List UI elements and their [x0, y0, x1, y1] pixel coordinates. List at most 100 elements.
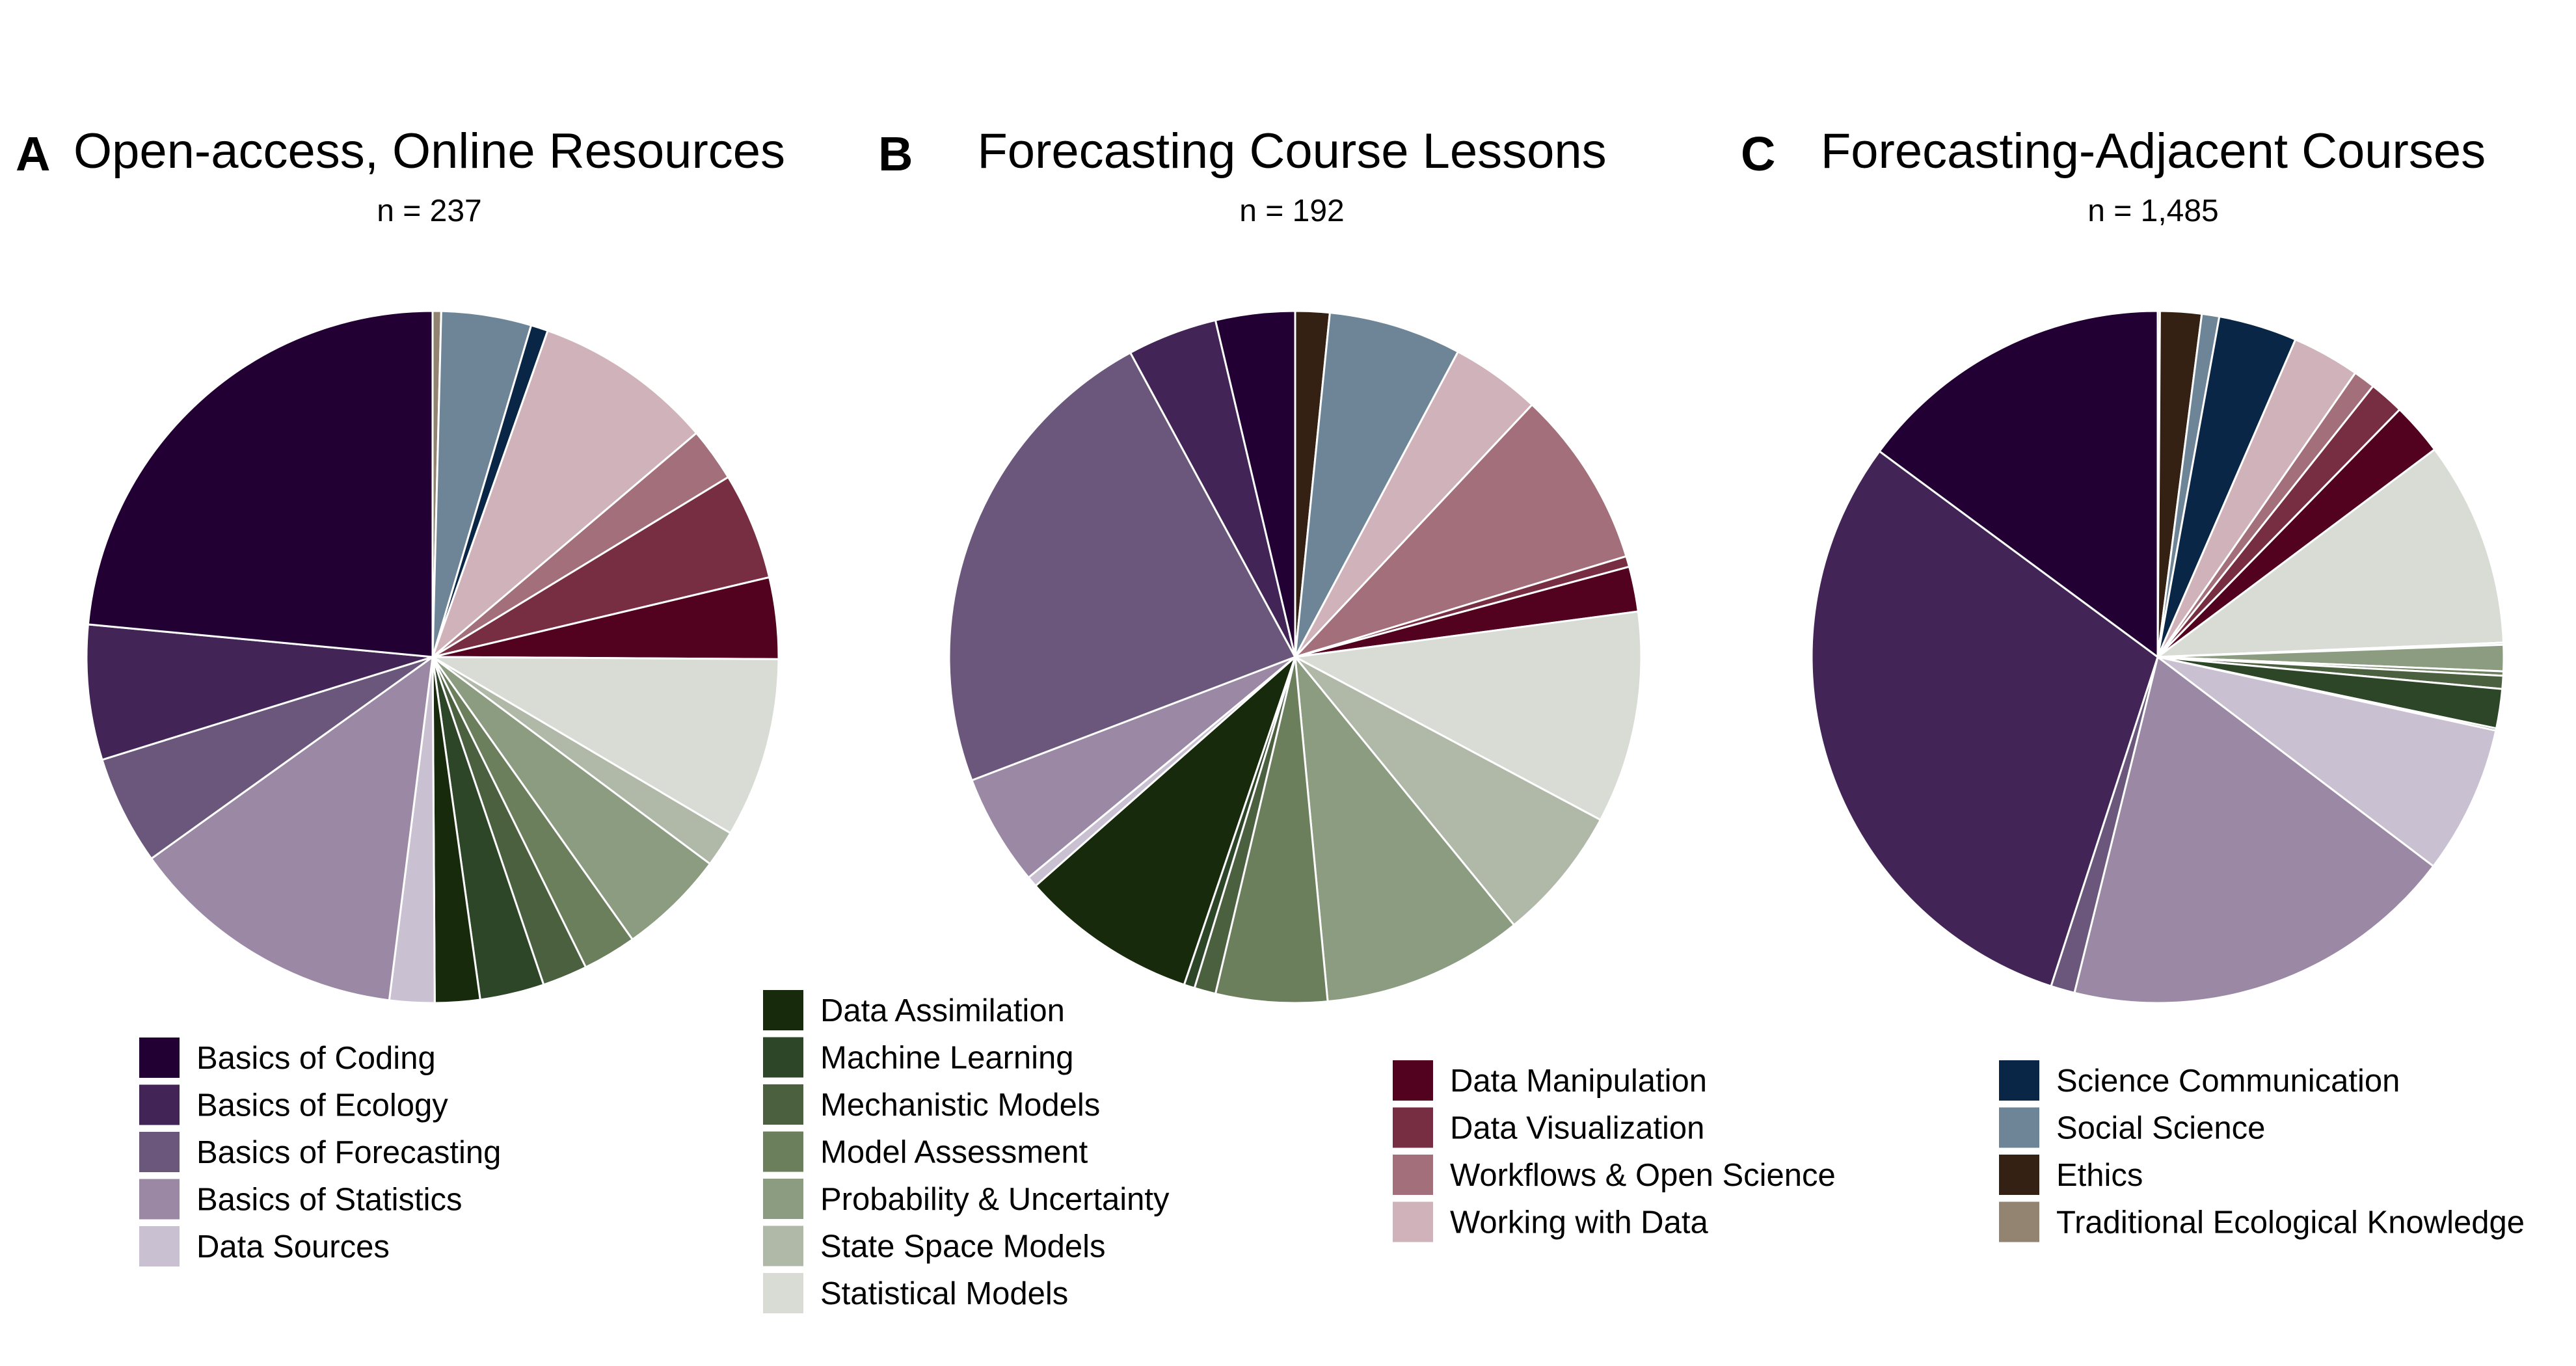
pie-slice-social-science	[1294, 312, 1460, 658]
pie-slice-basics-of-coding	[1214, 310, 1296, 658]
legend-item-workflows-and-open-science: Workflows & Open Science	[1393, 1155, 1836, 1195]
legend-item-basics-of-statistics: Basics of Statistics	[139, 1179, 462, 1220]
legend-label: Statistical Models	[820, 1276, 1068, 1311]
panel-b-letter: B	[878, 127, 913, 181]
legend-item-data-visualization: Data Visualization	[1393, 1107, 1704, 1148]
legend-group-human-dimensions: Science Communication Social Science Ethic…	[1999, 1060, 2525, 1242]
legend-item-statistical-models: Statistical Models	[763, 1273, 1068, 1313]
legend-label: Data Manipulation	[1450, 1064, 1707, 1099]
legend-label: Basics of Forecasting	[196, 1135, 501, 1170]
pie-slice-basics-of-statistics	[2073, 655, 2435, 1004]
legend-group-data: Data Manipulation Data Visualization Workf…	[1393, 1060, 1836, 1242]
legend-label: Traditional Ecological Knowledge	[2056, 1205, 2525, 1240]
legend-swatch	[763, 1273, 803, 1313]
panel-c-title: Forecasting-Adjacent Courses	[1821, 124, 2486, 179]
legend-item-data-assimilation: Data Assimilation	[763, 990, 1065, 1030]
legend-swatch	[139, 1226, 180, 1266]
legend-item-science-communication: Science Communication	[1999, 1060, 2400, 1101]
legend-swatch	[763, 1225, 803, 1266]
pie-slice-statistical-models	[2154, 448, 2505, 658]
legend-item-working-with-data: Working with Data	[1393, 1201, 1708, 1242]
legend-swatch	[1393, 1060, 1433, 1101]
legend-swatch	[763, 1084, 803, 1125]
legend-item-basics-of-ecology: Basics of Ecology	[139, 1084, 448, 1125]
legend-label: Machine Learning	[820, 1041, 1074, 1076]
pie-slice-basics-of-ecology	[85, 623, 433, 761]
legend-swatch	[763, 1179, 803, 1219]
legend-swatch	[1999, 1060, 2039, 1101]
pie-slice-probability-and-uncertainty	[431, 656, 712, 941]
pie-slice-basics-of-coding	[87, 310, 434, 658]
legend-swatch	[1393, 1155, 1433, 1195]
legend-label: Science Communication	[2056, 1064, 2400, 1099]
legend-swatch	[1999, 1107, 2039, 1148]
legend-label: Probability & Uncertainty	[820, 1182, 1170, 1217]
legend-label: Workflows & Open Science	[1450, 1158, 1836, 1193]
legend-item-social-science: Social Science	[1999, 1107, 2265, 1148]
legend-item-probability-and-uncertainty: Probability & Uncertainty	[763, 1179, 1170, 1219]
pie-slice-statistical-models	[429, 656, 780, 835]
pie-slice-model-assessment	[1214, 656, 1329, 1004]
legend-swatch	[1393, 1201, 1433, 1242]
pie-slice-basics-of-coding	[1878, 310, 2159, 659]
legend-label: Basics of Statistics	[196, 1183, 462, 1218]
pie-slice-workflows-and-open-science	[1292, 403, 1628, 660]
legend-label: Basics of Ecology	[196, 1088, 448, 1123]
legend-item-ethics: Ethics	[1999, 1155, 2143, 1195]
legend-label: Ethics	[2056, 1158, 2143, 1193]
legend-item-basics-of-coding: Basics of Coding	[139, 1038, 436, 1078]
pie-slice-basics-of-statistics	[971, 656, 1296, 879]
legend-swatch	[139, 1038, 180, 1078]
legend-swatch	[1999, 1201, 2039, 1242]
legend-item-model-assessment: Model Assessment	[763, 1131, 1088, 1172]
pie-slice-data-sources	[2157, 656, 2497, 868]
legend-item-traditional-ecological-knowledge: Traditional Ecological Knowledge	[1999, 1201, 2525, 1242]
legend-swatch	[763, 1131, 803, 1172]
pie-slice-data-assimilation	[1034, 654, 1298, 986]
legend-item-mechanistic-models: Mechanistic Models	[763, 1084, 1100, 1125]
pie-slice-state-space-models	[1294, 656, 1602, 927]
legend-label: Model Assessment	[820, 1135, 1088, 1170]
pie-slice-statistical-models	[1292, 610, 1643, 822]
legend-swatch	[763, 990, 803, 1030]
legend-label: Data Assimilation	[820, 993, 1065, 1028]
panel-b-subtitle: n = 192	[1239, 194, 1344, 228]
legend-item-basics-of-forecasting: Basics of Forecasting	[139, 1132, 501, 1172]
panel-c-letter: C	[1741, 127, 1775, 181]
pie-slice-working-with-data	[430, 329, 698, 660]
legend-label: Social Science	[2056, 1111, 2265, 1146]
panel-c-subtitle: n = 1,485	[2087, 194, 2219, 228]
pie-slice-basics-of-forecasting	[101, 656, 433, 861]
legend-label: Basics of Coding	[196, 1041, 436, 1076]
panel-a-header: A Open-access, Online Resources n = 237	[16, 124, 785, 228]
legend-label: State Space Models	[820, 1229, 1106, 1265]
legend-swatch	[139, 1132, 180, 1172]
legend-label: Data Visualization	[1450, 1111, 1704, 1146]
pie-slice-probability-and-uncertainty	[1294, 654, 1516, 1003]
pie-chart-a	[85, 310, 780, 1004]
panel-b-title: Forecasting Course Lessons	[977, 124, 1606, 179]
pie-chart-b	[948, 310, 1643, 1004]
legend-label: Mechanistic Models	[820, 1088, 1100, 1123]
legend-group-models: Data Assimilation Machine Learning Mechani…	[763, 990, 1170, 1313]
legend-group-basics: Basics of Coding Basics of Ecology Basics …	[139, 1038, 501, 1266]
panel-b-header: B Forecasting Course Lessons n = 192	[878, 124, 1607, 228]
panel-a-letter: A	[16, 127, 50, 181]
legend-label: Data Sources	[196, 1229, 390, 1265]
legend-swatch	[1393, 1107, 1433, 1148]
pie-slice-basics-of-forecasting	[948, 351, 1297, 782]
pie-slice-basics-of-statistics	[150, 654, 434, 1002]
legend-item-data-manipulation: Data Manipulation	[1393, 1060, 1707, 1101]
legend-item-machine-learning: Machine Learning	[763, 1037, 1074, 1078]
legend-swatch	[139, 1084, 180, 1125]
panel-a-subtitle: n = 237	[377, 194, 481, 228]
panel-c-header: C Forecasting-Adjacent Courses n = 1,485	[1741, 124, 2486, 228]
legend-item-state-space-models: State Space Models	[763, 1225, 1106, 1266]
pie-slice-basics-of-ecology	[1810, 449, 2159, 987]
panel-a-title: Open-access, Online Resources	[74, 124, 785, 179]
pie-slice-data-visualization	[432, 475, 771, 658]
legend-swatch	[1999, 1155, 2039, 1195]
legend-item-data-sources: Data Sources	[139, 1226, 390, 1266]
legend-swatch	[763, 1037, 803, 1078]
